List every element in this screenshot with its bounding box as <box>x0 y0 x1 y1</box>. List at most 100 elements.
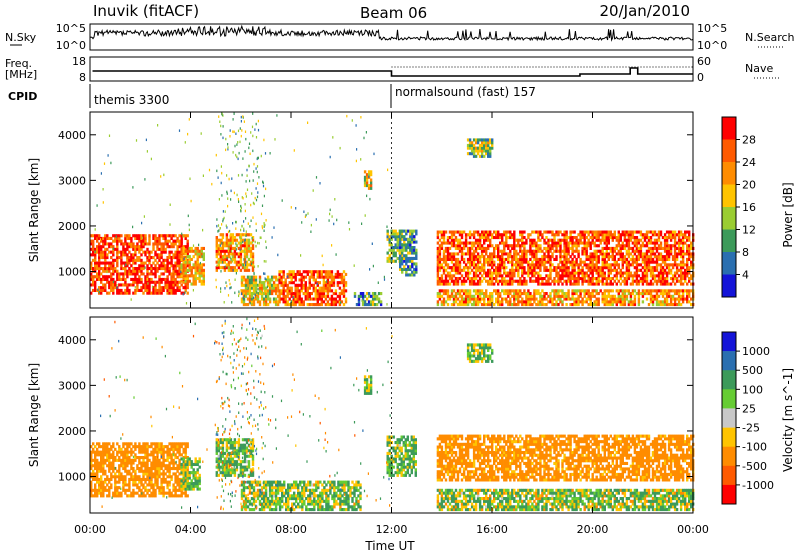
heatmap-scatter-cell <box>235 279 236 282</box>
heatmap-cell <box>513 247 515 250</box>
heatmap-cell <box>539 266 541 269</box>
heatmap-cell <box>259 292 261 295</box>
heatmap-cell <box>606 298 608 301</box>
heatmap-cell <box>501 303 503 306</box>
heatmap-scatter-cell <box>228 231 229 234</box>
heatmap-scatter-cell <box>239 141 240 144</box>
heatmap-scatter-cell <box>247 174 248 177</box>
heatmap-cell <box>185 272 187 275</box>
heatmap-cell <box>682 239 684 242</box>
heatmap-cell <box>415 230 417 233</box>
heatmap-cell <box>688 239 690 242</box>
heatmap-scatter-cell <box>247 287 248 290</box>
heatmap-cell <box>134 262 136 265</box>
heatmap-cell <box>521 242 523 245</box>
heatmap-cell <box>130 448 132 451</box>
heatmap-cell <box>606 244 608 247</box>
heatmap-cell <box>674 261 676 264</box>
heatmap-cell <box>106 253 108 256</box>
heatmap-cell <box>630 252 632 255</box>
colorbar-swatch <box>722 207 736 230</box>
heatmap-cell <box>586 250 588 253</box>
heatmap-cell <box>489 155 491 158</box>
heatmap-cell <box>586 247 588 250</box>
heatmap-cell <box>378 298 380 301</box>
heatmap-scatter-cell <box>246 180 247 183</box>
heatmap-scatter-cell <box>103 188 104 191</box>
heatmap-cell <box>451 261 453 264</box>
heatmap-cell <box>662 292 664 295</box>
heatmap-cell <box>620 250 622 253</box>
heatmap-cell <box>403 235 405 238</box>
heatmap-cell <box>120 259 122 262</box>
heatmap-cell <box>638 274 640 277</box>
heatmap-cell <box>100 470 102 473</box>
heatmap-cell <box>622 263 624 266</box>
heatmap-cell <box>323 292 325 295</box>
heatmap-cell <box>134 292 136 295</box>
heatmap-cell <box>110 472 112 475</box>
heatmap-cell <box>280 278 282 281</box>
heatmap-cell <box>636 236 638 239</box>
heatmap-cell <box>158 292 160 295</box>
heatmap-scatter-cell <box>229 235 230 238</box>
heatmap-scatter-cell <box>366 131 367 134</box>
heatmap-cell <box>104 286 106 289</box>
heatmap-cell <box>228 255 230 258</box>
heatmap-cell <box>441 289 443 292</box>
heatmap-cell <box>501 236 503 239</box>
heatmap-cell <box>124 492 126 495</box>
heatmap-cell <box>178 286 180 289</box>
colorbar-swatch <box>722 252 736 275</box>
heatmap-cell <box>156 245 158 248</box>
heatmap-scatter-cell <box>245 210 246 213</box>
date-title: 20/Jan/2010 <box>600 2 691 20</box>
heatmap-cell <box>116 270 118 273</box>
heatmap-cell <box>195 280 197 283</box>
heatmap-cell <box>128 486 130 489</box>
heatmap-cell <box>437 233 439 236</box>
heatmap-scatter-cell <box>160 175 161 178</box>
heatmap-cell <box>140 259 142 262</box>
heatmap-cell <box>187 234 189 237</box>
heatmap-cell <box>108 494 110 497</box>
heatmap-cell <box>690 261 692 264</box>
heatmap-scatter-cell <box>227 205 228 208</box>
heatmap-scatter-cell <box>233 118 234 121</box>
heatmap-cell <box>491 266 493 269</box>
heatmap-cell <box>393 249 395 252</box>
heatmap-cell <box>92 442 94 445</box>
heatmap-cell <box>571 295 573 298</box>
heatmap-cell <box>191 269 193 272</box>
heatmap-cell <box>170 251 172 254</box>
heatmap-scatter-cell <box>239 236 240 239</box>
heatmap-scatter-cell <box>245 235 246 238</box>
heatmap-cell <box>481 289 483 292</box>
heatmap-cell <box>285 281 287 284</box>
heatmap-cell <box>652 272 654 275</box>
heatmap-cell <box>106 445 108 448</box>
heatmap-cell <box>94 486 96 489</box>
heatmap-cell <box>489 149 491 152</box>
heatmap-cell <box>220 233 222 236</box>
heatmap-cell <box>624 300 626 303</box>
heatmap-cell <box>618 231 620 234</box>
heatmap-cell <box>457 252 459 255</box>
heatmap-cell <box>461 242 463 245</box>
heatmap-scatter-cell <box>216 225 217 228</box>
heatmap-scatter-cell <box>189 224 190 227</box>
heatmap-cell <box>259 289 261 292</box>
heatmap-cell <box>178 240 180 243</box>
heatmap-cell <box>439 269 441 272</box>
heatmap-cell <box>92 242 94 245</box>
heatmap-cell <box>280 289 282 292</box>
heatmap-scatter-cell <box>227 143 228 146</box>
heatmap-scatter-cell <box>256 245 257 248</box>
heatmap-cell <box>203 258 205 261</box>
heatmap-scatter-cell <box>256 187 257 190</box>
cpid-segment-2: normalsound (fast) 157 <box>395 85 536 99</box>
heatmap-cell <box>360 295 362 298</box>
heatmap-cell <box>557 292 559 295</box>
heatmap-cell <box>295 278 297 281</box>
heatmap-cell <box>682 298 684 301</box>
